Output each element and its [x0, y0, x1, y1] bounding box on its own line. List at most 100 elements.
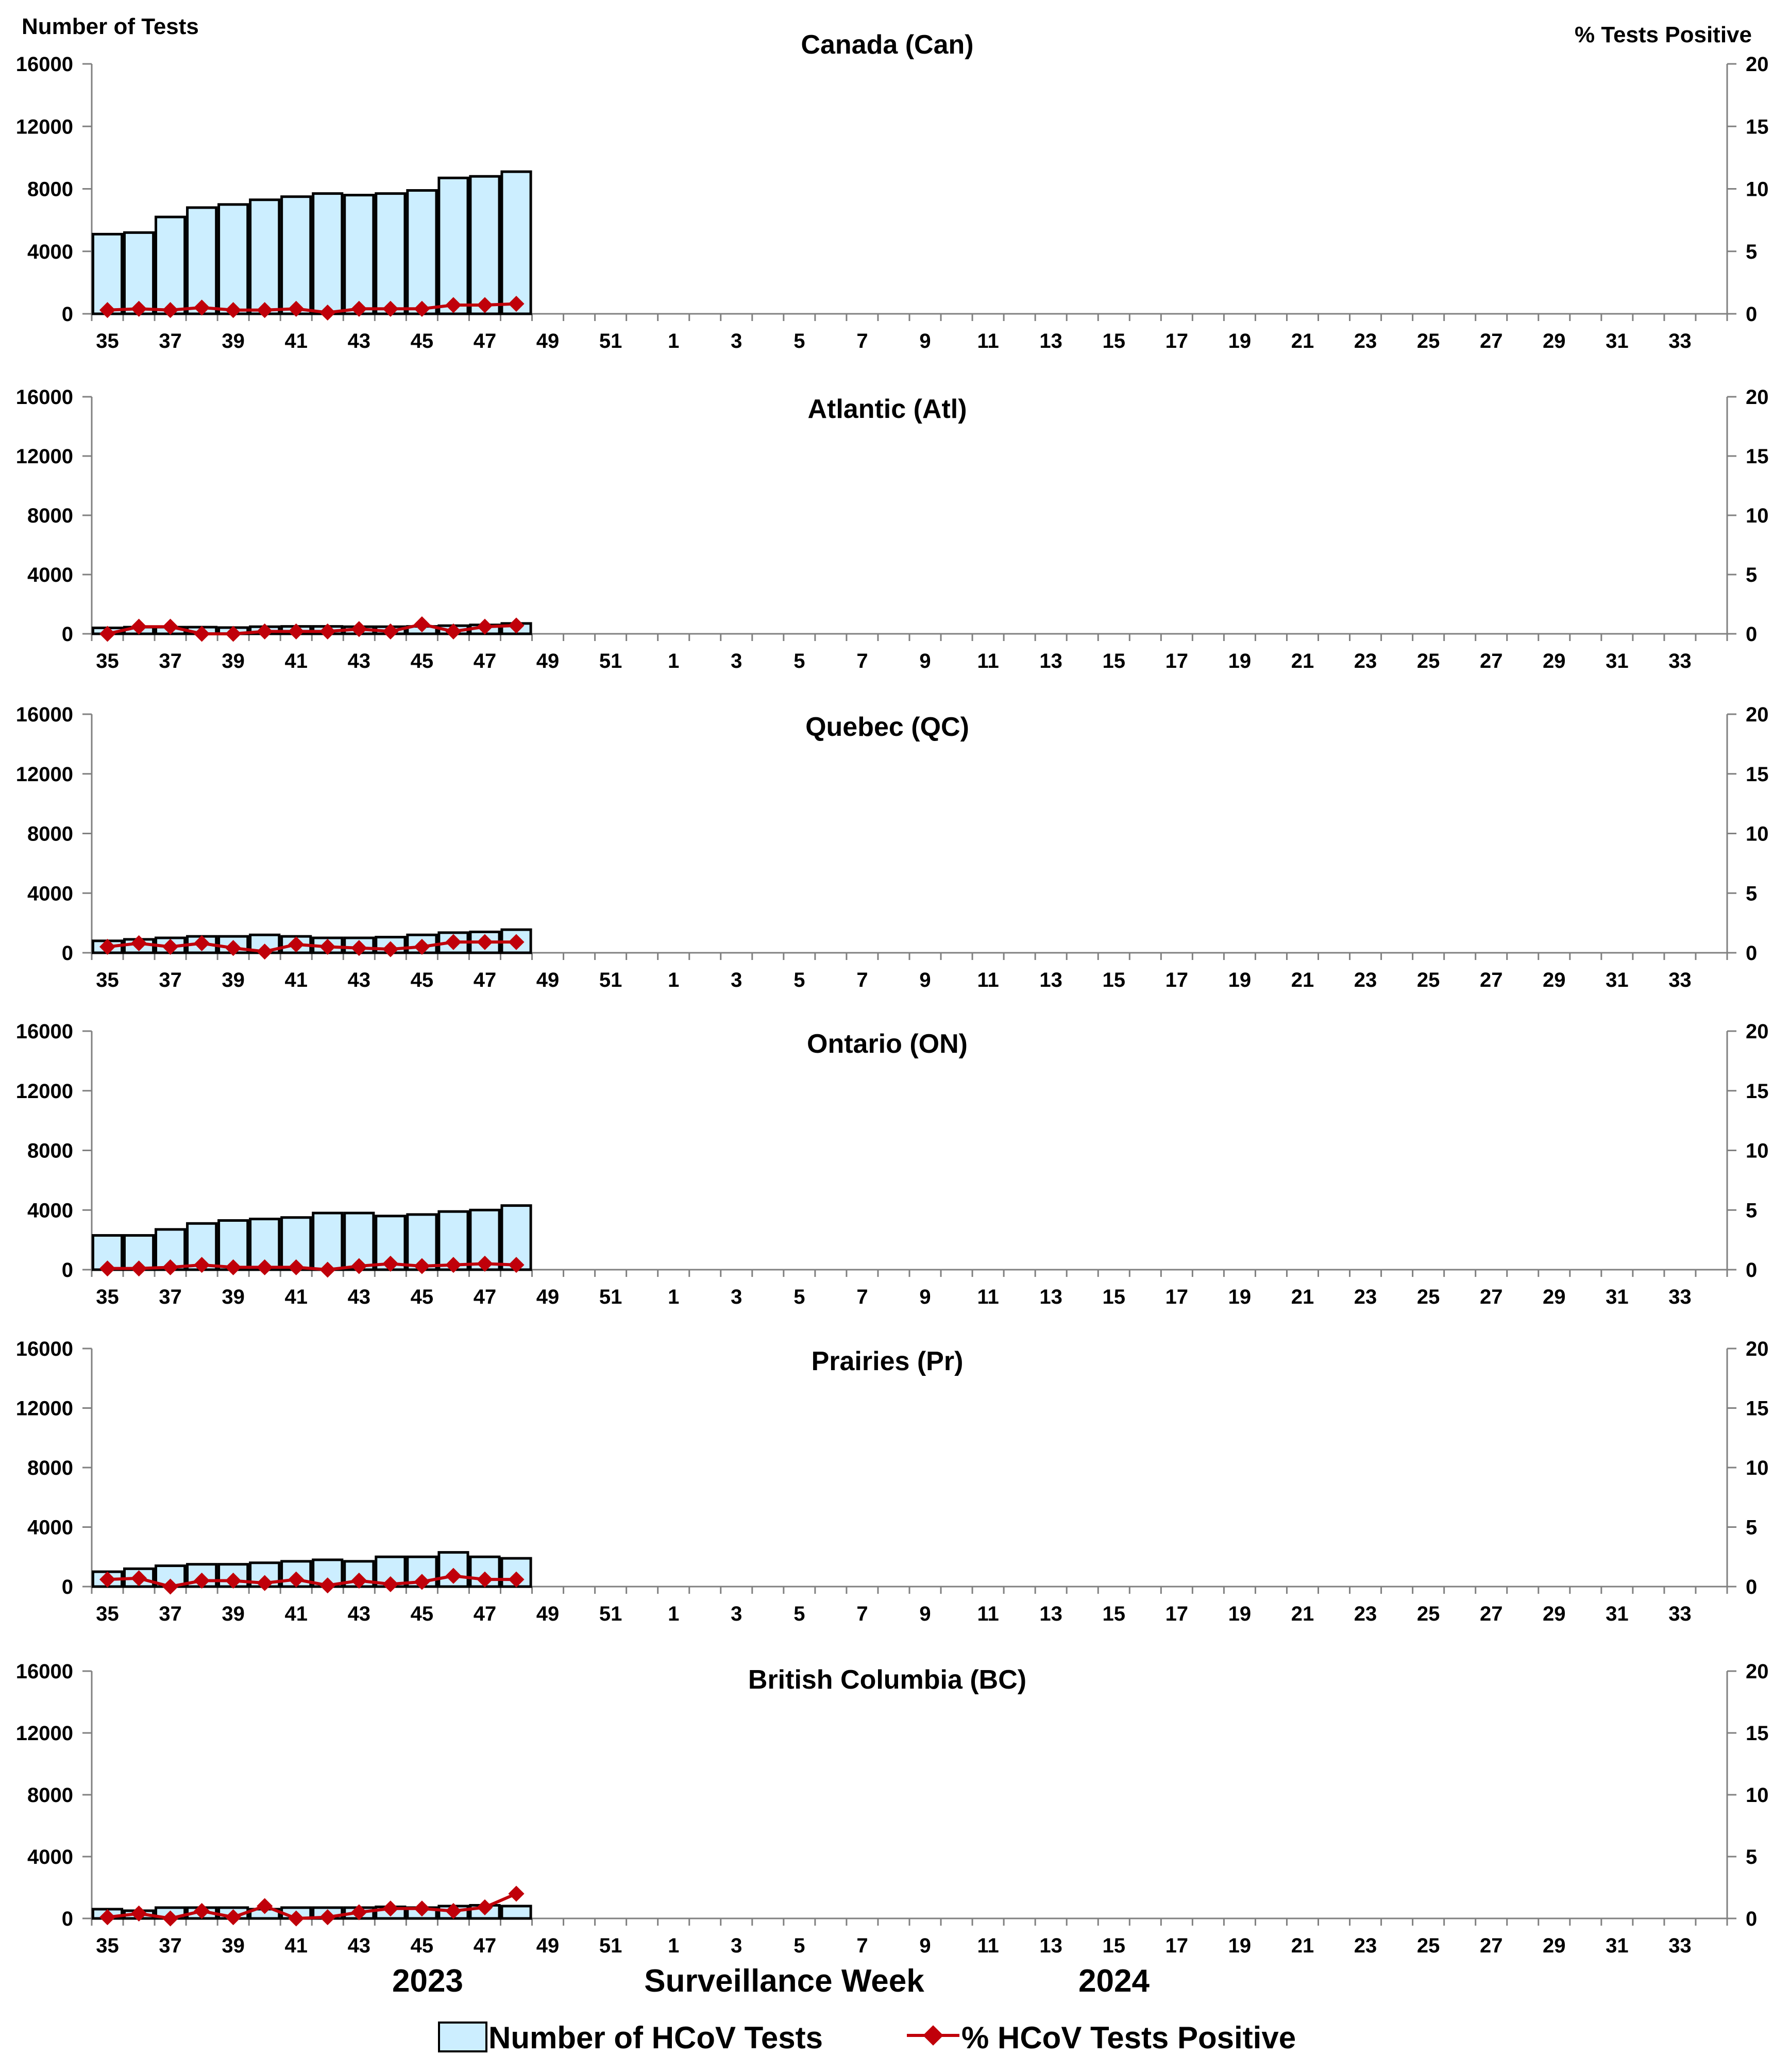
x-tick-label: 25 — [1417, 1286, 1440, 1308]
left-tick-label: 4000 — [27, 1846, 73, 1868]
x-tick-label: 49 — [536, 1286, 560, 1308]
point-week-48 — [508, 1885, 525, 1902]
x-tick-label: 27 — [1480, 650, 1503, 672]
x-tick-label: 51 — [599, 1603, 622, 1625]
x-tick-label: 23 — [1354, 1286, 1377, 1308]
right-tick-label: 15 — [1746, 1080, 1769, 1103]
x-tick-label: 3 — [731, 1603, 742, 1625]
x-tick-label: 31 — [1606, 1603, 1629, 1625]
x-tick-label: 27 — [1480, 1603, 1503, 1625]
point-week-48 — [508, 1257, 525, 1273]
x-tick-label: 43 — [348, 1286, 371, 1308]
x-tick-label: 27 — [1480, 1934, 1503, 1957]
x-tick-label: 27 — [1480, 330, 1503, 352]
x-tick-label: 47 — [474, 1934, 497, 1957]
x-tick-label: 13 — [1039, 650, 1062, 672]
point-week-47 — [477, 1255, 493, 1272]
x-tick-label: 31 — [1606, 330, 1629, 352]
x-tick-label: 13 — [1039, 1286, 1062, 1308]
bar-week-47 — [469, 175, 501, 315]
x-tick-label: 11 — [977, 650, 999, 672]
x-tick-label: 39 — [222, 330, 245, 352]
x-tick-label: 47 — [474, 650, 497, 672]
x-tick-label: 49 — [536, 969, 560, 991]
point-week-44 — [382, 1576, 399, 1592]
x-tick-label: 5 — [793, 969, 805, 991]
point-week-37 — [162, 1578, 179, 1595]
point-week-37 — [162, 938, 179, 955]
left-tick-label: 12000 — [16, 763, 73, 786]
x-tick-label: 13 — [1039, 969, 1062, 991]
year-label-2023: 2023 — [392, 1963, 463, 1999]
x-tick-label: 47 — [474, 969, 497, 991]
point-week-38 — [194, 1903, 210, 1919]
right-tick-label: 0 — [1746, 623, 1757, 646]
x-tick-label: 13 — [1039, 1934, 1062, 1957]
point-week-35 — [99, 1909, 116, 1926]
panel-3: Ontario (ON)0400080001200016000051015203… — [16, 1020, 1769, 1308]
x-tick-label: 21 — [1291, 650, 1314, 672]
right-tick-label: 5 — [1746, 1846, 1757, 1868]
panel-title: Prairies (Pr) — [812, 1346, 964, 1376]
left-tick-label: 12000 — [16, 1080, 73, 1103]
x-tick-label: 19 — [1228, 969, 1252, 991]
x-tick-label: 29 — [1543, 1286, 1566, 1308]
x-tick-label: 37 — [159, 1603, 182, 1625]
x-tick-label: 33 — [1668, 1934, 1692, 1957]
x-tick-label: 7 — [856, 330, 868, 352]
right-tick-label: 10 — [1746, 823, 1769, 846]
x-tick-label: 21 — [1291, 1603, 1314, 1625]
right-axis-label: % Tests Positive — [1575, 22, 1752, 47]
left-tick-label: 8000 — [27, 504, 73, 527]
left-tick-label: 4000 — [27, 882, 73, 905]
x-tick-label: 23 — [1354, 650, 1377, 672]
point-week-36 — [131, 300, 147, 317]
x-tick-label: 37 — [159, 650, 182, 672]
right-tick-label: 0 — [1746, 1259, 1757, 1282]
x-tick-label: 35 — [96, 330, 119, 352]
x-tick-label: 49 — [536, 330, 560, 352]
x-tick-label: 21 — [1291, 1934, 1314, 1957]
x-tick-label: 23 — [1354, 330, 1377, 352]
point-week-41 — [288, 1910, 305, 1927]
x-tick-label: 47 — [474, 1286, 497, 1308]
x-tick-label: 41 — [285, 330, 308, 352]
right-tick-label: 20 — [1746, 1020, 1769, 1043]
right-tick-label: 5 — [1746, 241, 1757, 263]
x-tick-label: 11 — [977, 1286, 999, 1308]
x-tick-label: 9 — [919, 330, 931, 352]
x-tick-label: 41 — [285, 969, 308, 991]
x-tick-label: 21 — [1291, 969, 1314, 991]
x-tick-label: 45 — [411, 1934, 434, 1957]
right-tick-label: 0 — [1746, 303, 1757, 326]
point-week-42 — [319, 1577, 336, 1594]
point-week-36 — [131, 618, 147, 635]
x-tick-label: 31 — [1606, 1286, 1629, 1308]
right-tick-label: 15 — [1746, 115, 1769, 138]
x-tick-label: 25 — [1417, 969, 1440, 991]
x-tick-label: 43 — [348, 330, 371, 352]
x-tick-label: 33 — [1668, 330, 1692, 352]
point-week-44 — [382, 1255, 399, 1272]
x-tick-label: 45 — [411, 1286, 434, 1308]
point-week-39 — [225, 1909, 242, 1926]
x-tick-label: 23 — [1354, 1603, 1377, 1625]
x-axis-label: Surveillance Week — [644, 1963, 924, 1999]
x-tick-label: 15 — [1103, 330, 1126, 352]
x-tick-label: 41 — [285, 1934, 308, 1957]
x-tick-label: 33 — [1668, 1603, 1692, 1625]
left-tick-label: 8000 — [27, 823, 73, 846]
left-tick-label: 4000 — [27, 564, 73, 586]
x-tick-label: 29 — [1543, 650, 1566, 672]
right-tick-label: 10 — [1746, 504, 1769, 527]
x-tick-label: 49 — [536, 1934, 560, 1957]
x-tick-label: 11 — [977, 330, 999, 352]
x-tick-label: 25 — [1417, 1603, 1440, 1625]
right-tick-label: 10 — [1746, 1784, 1769, 1807]
panel-5: British Columbia (BC) 0 4000 8000 12000 16000… — [16, 1660, 1769, 1957]
x-tick-label: 43 — [348, 1934, 371, 1957]
x-tick-label: 27 — [1480, 969, 1503, 991]
x-tick-label: 37 — [159, 969, 182, 991]
left-tick-label: 16000 — [16, 1338, 73, 1360]
year-label-2024: 2024 — [1078, 1963, 1150, 1999]
